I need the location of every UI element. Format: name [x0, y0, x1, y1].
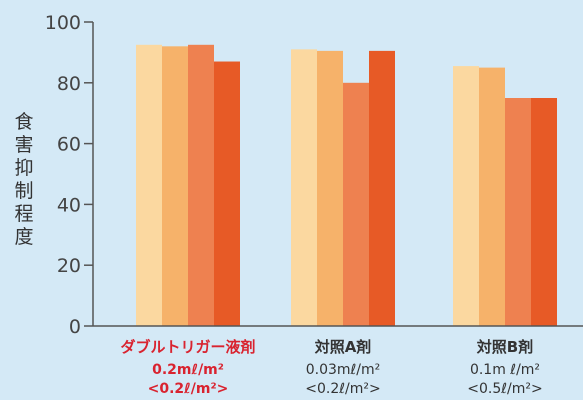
- bar: [505, 98, 531, 326]
- y-axis-label-char: 制: [14, 180, 33, 202]
- bar: [162, 46, 188, 326]
- bar: [531, 98, 557, 326]
- y-axis-label-char: 食: [14, 111, 33, 133]
- bar: [479, 67, 505, 326]
- bar: [369, 50, 395, 326]
- y-tick-label: 0: [69, 316, 81, 338]
- y-tick-label: 80: [57, 73, 81, 95]
- category-volume: <0.2ℓ/m²>: [305, 381, 380, 397]
- x-axis-labels: ダブルトリガー液剤 0.2mℓ/m² <0.2ℓ/m²> 対照A剤 0.03mℓ/m² <…: [120, 338, 542, 397]
- category-dose: 0.1m ℓ/m²: [470, 362, 540, 378]
- bar: [214, 61, 240, 327]
- category-label: ダブルトリガー液剤: [120, 338, 255, 356]
- bar: [291, 49, 317, 327]
- category-volume: <0.5ℓ/m²>: [467, 381, 542, 397]
- y-axis-label-char: 抑: [14, 157, 33, 179]
- category-label: 対照B剤: [476, 338, 533, 356]
- y-axis-label-char: 程: [14, 203, 33, 225]
- category-volume: <0.2ℓ/m²>: [148, 381, 229, 397]
- y-tick-label: 60: [57, 134, 81, 156]
- category-label: 対照A剤: [314, 338, 372, 356]
- y-tick-label: 20: [57, 255, 81, 277]
- bar: [317, 50, 343, 326]
- bar: [188, 44, 214, 327]
- y-axis-label-char: 害: [14, 134, 33, 156]
- bar: [343, 82, 369, 326]
- y-tick-label: 40: [57, 194, 81, 216]
- bar: [136, 44, 162, 327]
- y-axis-ticks: 0 20 40 60 80 100: [45, 12, 93, 338]
- y-tick-label: 100: [45, 12, 81, 34]
- bar: [453, 66, 479, 326]
- y-axis-label-char: 度: [14, 226, 33, 248]
- bars: [136, 44, 557, 327]
- category-dose: 0.03mℓ/m²: [306, 362, 381, 378]
- category-dose: 0.2mℓ/m²: [152, 362, 224, 378]
